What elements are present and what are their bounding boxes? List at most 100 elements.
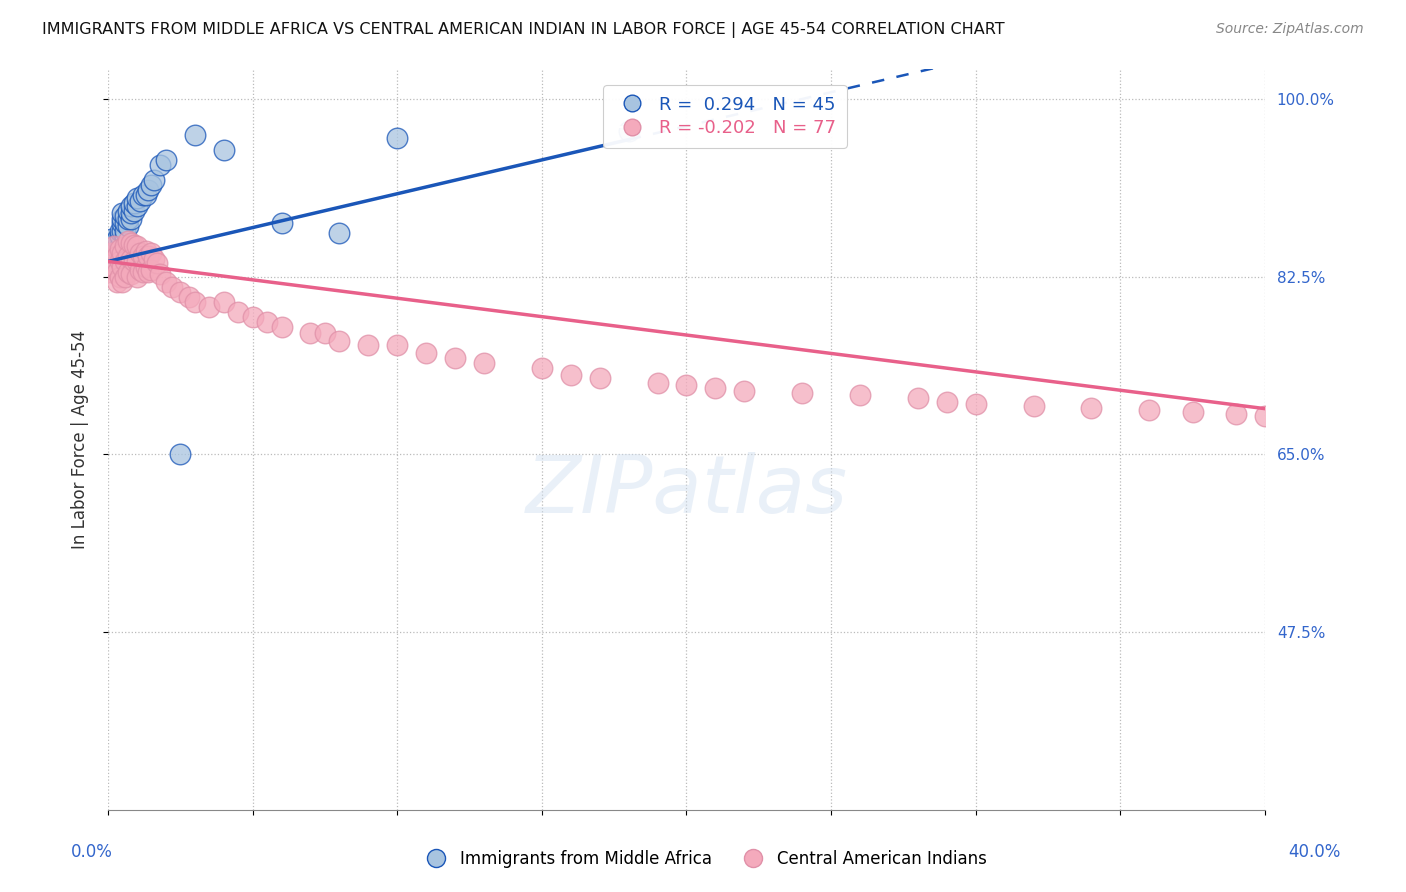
Point [131, 249, 153, 263]
Point [117, 264, 139, 278]
Point [226, 305, 249, 319]
Point [120, 205, 142, 219]
Point [128, 262, 150, 277]
Point [560, 368, 582, 383]
Point [125, 254, 148, 268]
Point [117, 234, 139, 248]
Point [114, 229, 136, 244]
Point [108, 224, 131, 238]
Point [122, 238, 145, 252]
Point [444, 351, 467, 365]
Point [242, 310, 264, 325]
Point [131, 264, 153, 278]
Point [105, 264, 128, 278]
Point [103, 260, 125, 274]
Point [105, 232, 128, 246]
Point [117, 219, 139, 233]
Point [103, 236, 125, 251]
Point [105, 246, 128, 260]
Point [114, 239, 136, 253]
Point [935, 394, 957, 409]
Point [108, 229, 131, 244]
Point [589, 371, 612, 385]
Point [792, 386, 814, 401]
Point [117, 211, 139, 226]
Point [125, 192, 148, 206]
Point [1181, 405, 1204, 419]
Point [143, 252, 166, 267]
Point [146, 256, 169, 270]
Point [120, 211, 142, 226]
Point [108, 242, 131, 256]
Point [125, 269, 148, 284]
Point [105, 275, 128, 289]
Point [125, 239, 148, 253]
Point [387, 130, 409, 145]
Point [111, 260, 134, 274]
Point [155, 153, 177, 167]
Point [212, 143, 235, 157]
Point [1254, 409, 1277, 423]
Text: IMMIGRANTS FROM MIDDLE AFRICA VS CENTRAL AMERICAN INDIAN IN LABOR FORCE | AGE 45: IMMIGRANTS FROM MIDDLE AFRICA VS CENTRAL… [42, 22, 1005, 38]
Point [617, 124, 640, 138]
Point [100, 246, 122, 260]
Point [114, 269, 136, 284]
Point [198, 300, 221, 314]
Point [120, 267, 142, 281]
Point [270, 216, 292, 230]
Point [138, 249, 160, 263]
Point [120, 252, 142, 267]
Point [184, 295, 207, 310]
Text: 0.0%: 0.0% [70, 843, 112, 861]
Point [1137, 402, 1160, 417]
Point [105, 249, 128, 263]
Point [120, 236, 142, 251]
Point [530, 361, 553, 376]
Point [114, 216, 136, 230]
Point [149, 267, 172, 281]
Point [1080, 401, 1102, 415]
Point [108, 269, 131, 284]
Point [138, 264, 160, 278]
Point [675, 378, 697, 392]
Text: 40.0%: 40.0% [1288, 843, 1341, 861]
Point [128, 246, 150, 260]
Point [328, 226, 350, 240]
Point [122, 203, 145, 218]
Text: ZIPatlas: ZIPatlas [526, 452, 848, 530]
Point [117, 203, 139, 218]
Point [135, 260, 157, 274]
Point [704, 381, 727, 395]
Point [100, 264, 122, 278]
Point [111, 275, 134, 289]
Legend: Immigrants from Middle Africa, Central American Indians: Immigrants from Middle Africa, Central A… [413, 844, 993, 875]
Point [733, 384, 755, 399]
Point [108, 239, 131, 253]
Y-axis label: In Labor Force | Age 45-54: In Labor Force | Age 45-54 [72, 330, 89, 549]
Point [1022, 399, 1045, 413]
Point [314, 326, 336, 340]
Point [128, 194, 150, 208]
Point [212, 295, 235, 310]
Point [149, 158, 172, 172]
Point [103, 244, 125, 259]
Point [647, 376, 669, 391]
Text: Source: ZipAtlas.com: Source: ZipAtlas.com [1216, 22, 1364, 37]
Point [907, 392, 929, 406]
Point [108, 254, 131, 268]
Point [100, 232, 122, 246]
Point [111, 224, 134, 238]
Point [415, 346, 437, 360]
Point [125, 198, 148, 212]
Point [138, 183, 160, 197]
Point [111, 211, 134, 226]
Point [114, 224, 136, 238]
Point [169, 285, 191, 299]
Point [131, 188, 153, 202]
Point [100, 239, 122, 253]
Point [160, 280, 183, 294]
Point [122, 254, 145, 268]
Point [111, 205, 134, 219]
Point [122, 195, 145, 210]
Point [141, 246, 163, 260]
